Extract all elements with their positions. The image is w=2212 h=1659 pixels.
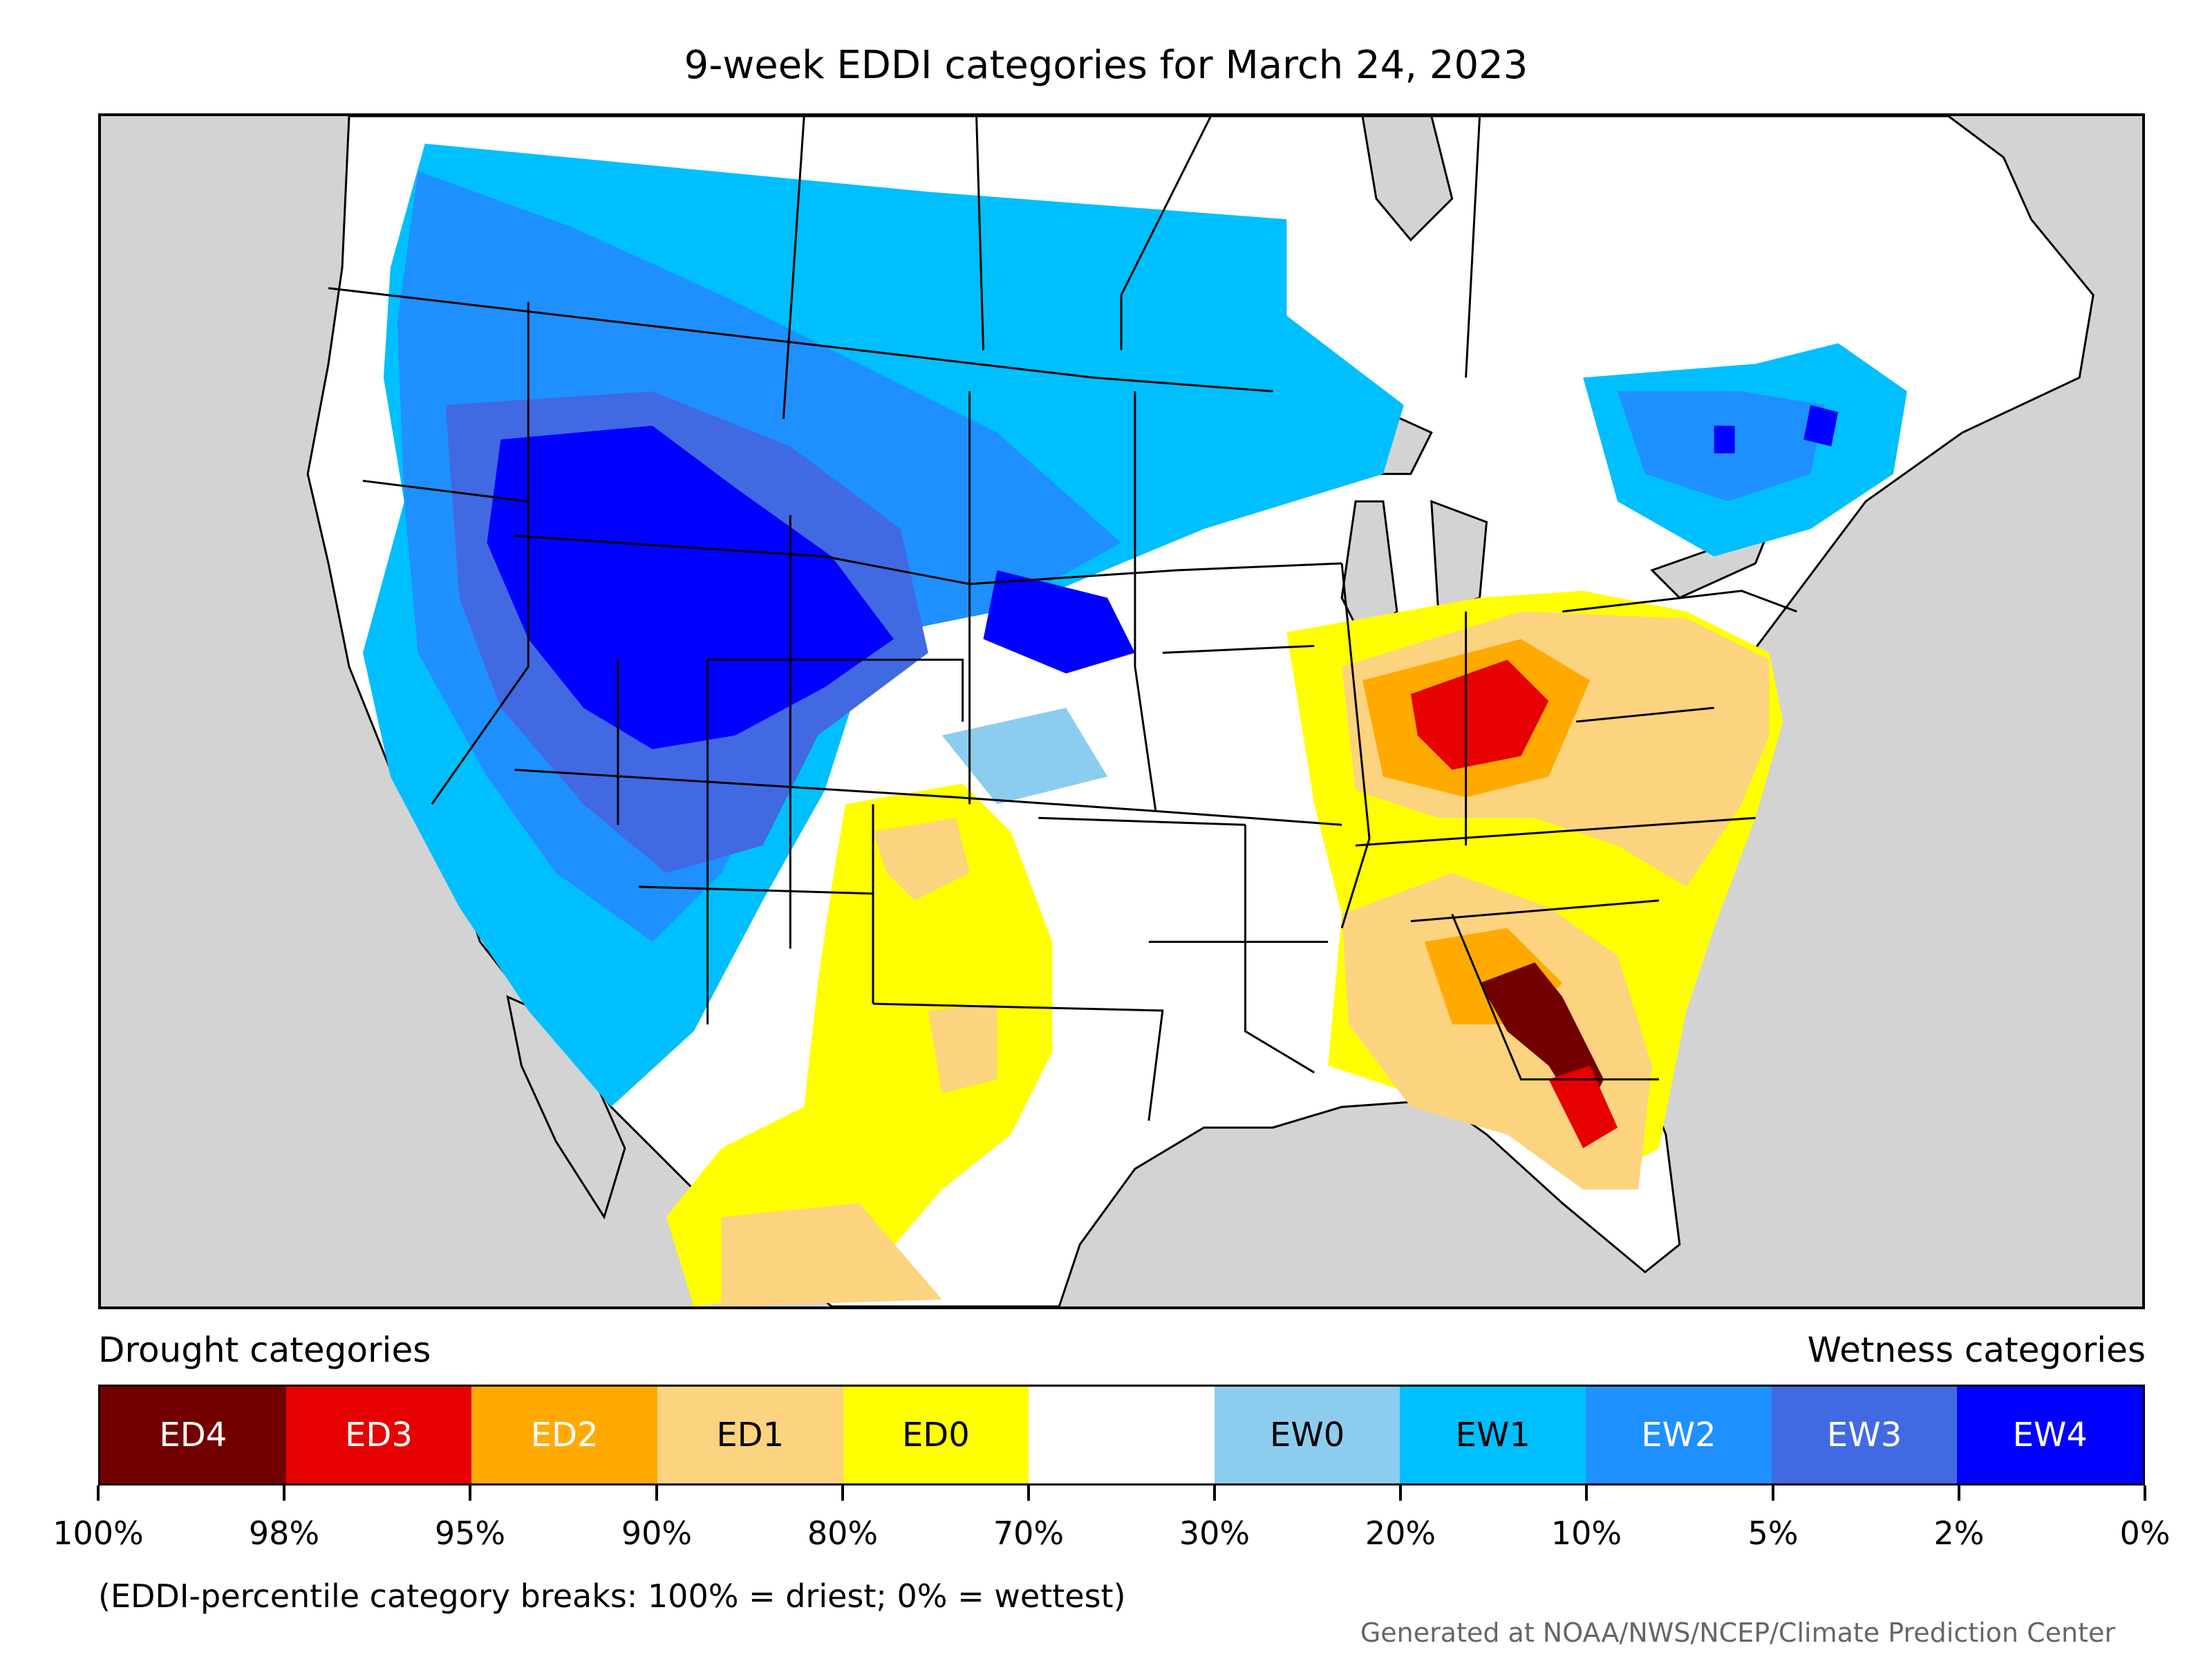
dry-ed3-ohio [1410, 659, 1549, 770]
tick-line [1958, 1485, 1960, 1501]
tick-line [283, 1485, 285, 1501]
dry-ed1-southwest [721, 818, 997, 1306]
category-break-note: (EDDI-percentile category breaks: 100% =… [98, 1577, 1126, 1615]
legend-swatch-ed1: ED1 [657, 1387, 843, 1483]
tick-line [1213, 1485, 1216, 1501]
hudson-area [1361, 116, 1454, 242]
tick-label: 20% [1365, 1515, 1436, 1552]
tick-label: 10% [1550, 1515, 1622, 1552]
legend-swatch-ed0: ED0 [843, 1387, 1029, 1483]
map-svg [306, 116, 2094, 1306]
wet-ew4-northeast [1714, 405, 1839, 453]
dry-ed3-florida [1548, 1065, 1618, 1149]
tick-line [1772, 1485, 1774, 1501]
tick-line [97, 1485, 100, 1501]
tick-label: 80% [807, 1515, 879, 1552]
legend-swatch-neutral [1029, 1387, 1215, 1483]
legend-swatch-ew0: EW0 [1214, 1387, 1400, 1483]
legend-swatch-ed2: ED2 [471, 1387, 657, 1483]
tick-label: 70% [993, 1515, 1065, 1552]
tick-label: 90% [621, 1515, 693, 1552]
tick-label: 30% [1179, 1515, 1250, 1552]
dry-ed0-southwest [666, 783, 1053, 1306]
credit-line: Generated at NOAA/NWS/NCEP/Climate Predi… [1360, 1618, 2115, 1648]
tick-line [1399, 1485, 1402, 1501]
tick-line [2144, 1485, 2146, 1501]
tick-label: 100% [53, 1515, 144, 1552]
tick-label: 0% [2119, 1515, 2171, 1552]
wet-ew4-core [487, 425, 894, 749]
tick-label: 5% [1747, 1515, 1799, 1552]
tick-line [1585, 1485, 1588, 1501]
eddi-map [98, 113, 2145, 1309]
wet-ew0-fringe [941, 708, 1108, 805]
drought-categories-label: Drought categories [98, 1330, 431, 1370]
tick-label: 95% [434, 1515, 506, 1552]
tick-line [841, 1485, 844, 1501]
tick-line [1027, 1485, 1030, 1501]
map-title: 9-week EDDI categories for March 24, 202… [684, 43, 1528, 88]
legend-swatch-ew1: EW1 [1400, 1387, 1586, 1483]
tick-line [655, 1485, 658, 1501]
category-colorbar: ED4 ED3 ED2 ED1 ED0 EW0 EW1 EW2 EW3 EW4 [98, 1385, 2145, 1485]
tick-label: 2% [1933, 1515, 1985, 1552]
legend-swatch-ed3: ED3 [285, 1387, 472, 1483]
legend-swatch-ew4: EW4 [1957, 1387, 2144, 1483]
boundary-lines [328, 116, 1797, 1121]
tick-label: 98% [248, 1515, 320, 1552]
legend-swatch-ew2: EW2 [1586, 1387, 1772, 1483]
wetness-categories-label: Wetness categories [1807, 1330, 2146, 1370]
legend-swatch-ed4: ED4 [100, 1387, 286, 1483]
wet-ew4-plains [983, 570, 1135, 674]
tick-line [469, 1485, 471, 1501]
percentile-ticks: 100% 98% 95% 90% 80% 70% 30% 20% 10% 5% 2% 0% [53, 1485, 2170, 1568]
legend-swatch-ew3: EW3 [1771, 1387, 1958, 1483]
